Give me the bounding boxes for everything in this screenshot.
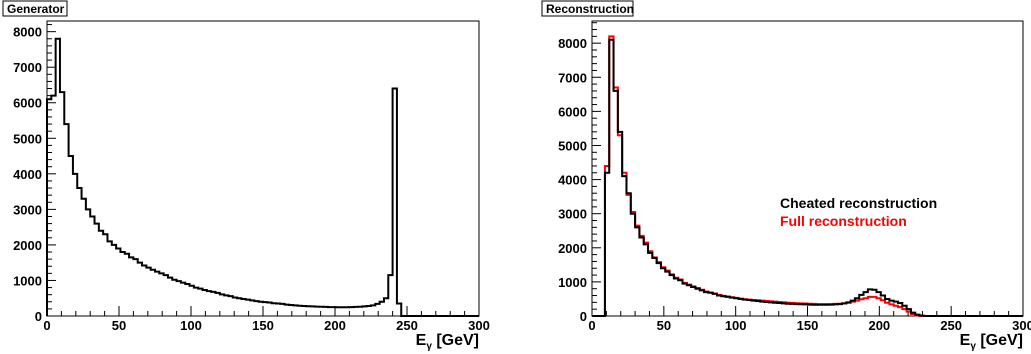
x-tick-label: 0: [43, 318, 50, 333]
legend-entry: Full reconstruction: [780, 213, 907, 229]
x-tick-label: 200: [868, 318, 890, 333]
x-tick-label: 0: [588, 318, 595, 333]
y-tick-label: 1000: [558, 275, 587, 290]
y-tick-label: 3000: [558, 207, 587, 222]
y-tick-label: 4000: [13, 167, 42, 182]
y-tick-label: 2000: [13, 238, 42, 253]
y-tick-label: 2000: [558, 241, 587, 256]
y-tick-label: 7000: [558, 70, 587, 85]
x-axis-label: Eγ [GeV]: [416, 332, 479, 352]
y-tick-label: 8000: [13, 25, 42, 40]
x-tick-label: 150: [797, 318, 819, 333]
y-tick-label: 1000: [13, 273, 42, 288]
legend-entry: Cheated reconstruction: [780, 195, 937, 211]
plot-frame: [46, 20, 480, 317]
x-tick-label: 250: [396, 318, 418, 333]
y-tick-label: 7000: [13, 60, 42, 75]
reconstruction-pad: Reconstruction01000200030004000500060007…: [541, 0, 1031, 352]
x-tick-label: 150: [252, 318, 274, 333]
x-tick-label: 300: [468, 318, 490, 333]
y-tick-label: 6000: [13, 96, 42, 111]
generator-pad: Generator0100020003000400050006000700080…: [2, 0, 490, 352]
x-tick-label: 50: [657, 318, 671, 333]
x-tick-label: 100: [725, 318, 747, 333]
y-tick-label: 5000: [13, 131, 42, 146]
y-tick-label: 8000: [558, 36, 587, 51]
x-tick-label: 250: [940, 318, 962, 333]
y-tick-label: 3000: [13, 202, 42, 217]
plot-frame: [591, 20, 1024, 317]
pad-title: Generator: [7, 2, 65, 16]
x-tick-label: 300: [1012, 318, 1031, 333]
y-tick-label: 5000: [558, 138, 587, 153]
y-tick-label: 0: [35, 309, 42, 324]
histogram-line: [46, 37, 479, 317]
y-tick-label: 4000: [558, 173, 587, 188]
pad-title-box: [541, 0, 634, 17]
pad-title-box: [2, 0, 68, 17]
pad-title: Reconstruction: [546, 2, 634, 16]
x-tick-label: 100: [180, 318, 202, 333]
x-tick-label: 50: [112, 318, 126, 333]
y-tick-label: 0: [580, 309, 587, 324]
histogram-line: [592, 35, 1023, 317]
y-tick-label: 6000: [558, 104, 587, 119]
x-axis-label: Eγ [GeV]: [960, 332, 1023, 352]
x-tick-label: 200: [324, 318, 346, 333]
histogram-line: [592, 38, 1023, 317]
